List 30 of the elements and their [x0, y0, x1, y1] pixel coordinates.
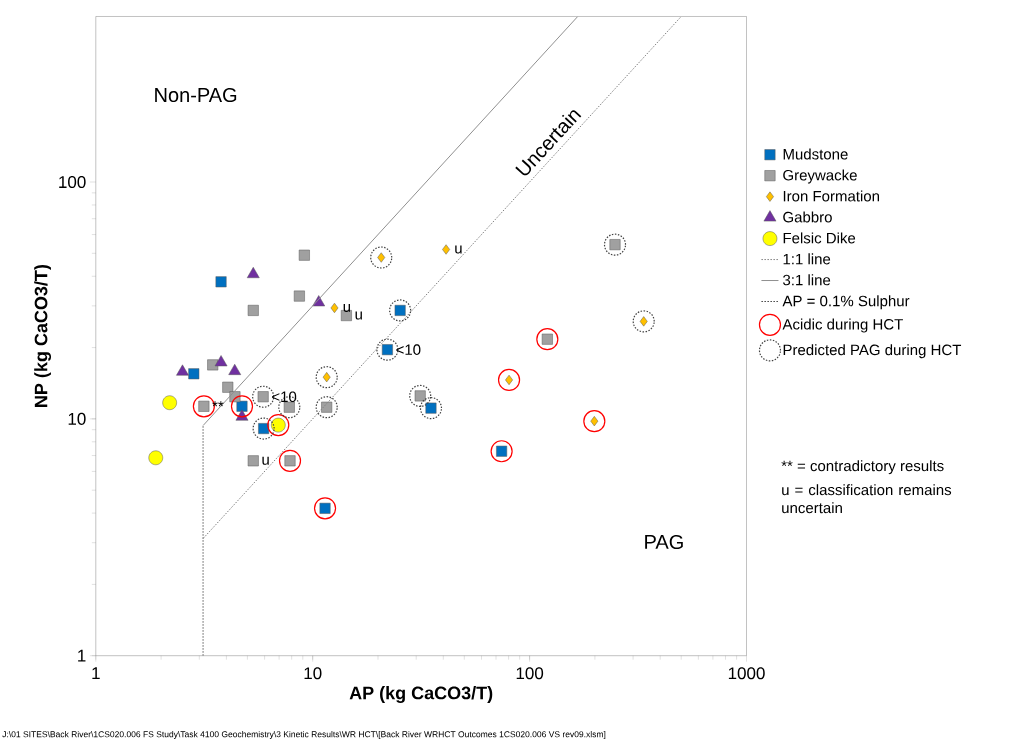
y-tick-label: 1: [78, 649, 86, 662]
annotation: Non-PAG: [155, 87, 237, 103]
annotation: PAG: [645, 534, 683, 550]
y-tick-label: 100: [59, 176, 86, 189]
y-tick-label: 10: [68, 412, 86, 425]
x-tick-label: 1000: [728, 667, 765, 680]
annotation: u: [343, 303, 351, 312]
legend-label: AP = 0.1% Sulphur: [782, 295, 910, 310]
legend-label: Mudstone: [783, 148, 848, 160]
y-axis-title: NP (kg CaCO3/T): [34, 265, 52, 407]
legend-label: 3:1 line: [783, 274, 831, 286]
x-tick-label: 1: [92, 667, 100, 679]
x-tick-label: 10: [304, 667, 322, 680]
annotation: u: [455, 245, 462, 254]
text: J:\01 SITES\Back River\1CS020.006 FS Study\Task 4100 Geochemistry\3 Kinetic Results\WR HCT\[Back River WRHCT Outcomes 1CS020.006 VS rev09.xlsm]: [2, 731, 606, 739]
annotation: u: [355, 311, 362, 320]
x-axis-title: AP (kg CaCO3/T): [349, 686, 493, 703]
text: ** = contradictory results: [781, 460, 944, 475]
x-tick-label: 100: [516, 667, 544, 680]
legend-label: Acidic during HCT: [782, 318, 903, 333]
annotation: <10: [396, 344, 421, 355]
annotation: <10: [272, 391, 297, 403]
legend-label: 1:1 line: [783, 253, 831, 265]
text: u = classification remains uncertain: [782, 484, 952, 514]
annotation: u: [262, 456, 269, 465]
legend-label: Greywacke: [783, 169, 857, 184]
legend-label: Gabbro: [783, 211, 832, 223]
legend-label: Felsic Dike: [783, 232, 856, 244]
legend-label: Predicted PAG during HCT: [783, 344, 962, 359]
legend-label: Iron Formation: [783, 190, 880, 202]
